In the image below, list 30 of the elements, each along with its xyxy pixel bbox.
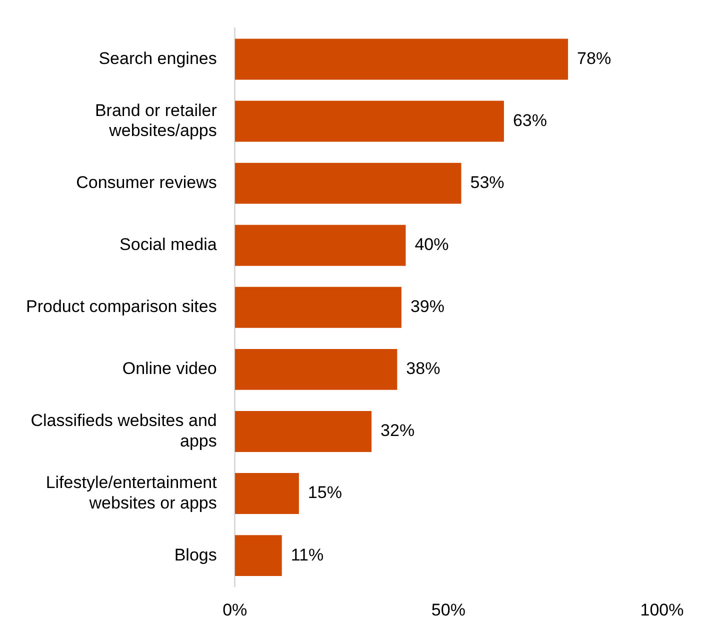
y-tick-label: Lifestyle/entertainment websites or apps: [46, 473, 218, 512]
y-tick-label: Product comparison sites: [26, 297, 217, 316]
y-tick-label: Brand or retailer websites/apps: [94, 100, 218, 140]
data-label: 15%: [308, 483, 342, 502]
bar: [234, 38, 568, 80]
bar: [234, 535, 282, 576]
bar: [234, 100, 504, 142]
data-label: 38%: [406, 359, 440, 378]
y-tick-label: Online video: [122, 359, 217, 378]
x-tick-label: 100%: [640, 600, 684, 620]
x-tick-label: 50%: [431, 600, 466, 620]
y-tick-label: Blogs: [174, 545, 217, 564]
data-label: 32%: [380, 421, 415, 440]
bar: [234, 286, 402, 328]
data-label: 11%: [290, 545, 324, 564]
y-tick-label: Search engines: [98, 48, 217, 68]
bar: [234, 473, 299, 514]
y-tick-label: Classifieds websites and apps: [30, 410, 217, 450]
data-label: 78%: [577, 48, 612, 68]
data-label: 39%: [410, 297, 444, 316]
data-label: 40%: [414, 235, 449, 254]
y-tick-label: Consumer reviews: [76, 173, 217, 192]
x-tick-label: 0%: [222, 600, 248, 620]
bar: [234, 224, 406, 266]
bar: [234, 348, 398, 390]
data-label: 53%: [470, 173, 504, 192]
bar: [234, 411, 372, 452]
y-tick-label: Social media: [120, 235, 218, 254]
data-label: 63%: [512, 110, 547, 130]
bar: [234, 162, 462, 204]
